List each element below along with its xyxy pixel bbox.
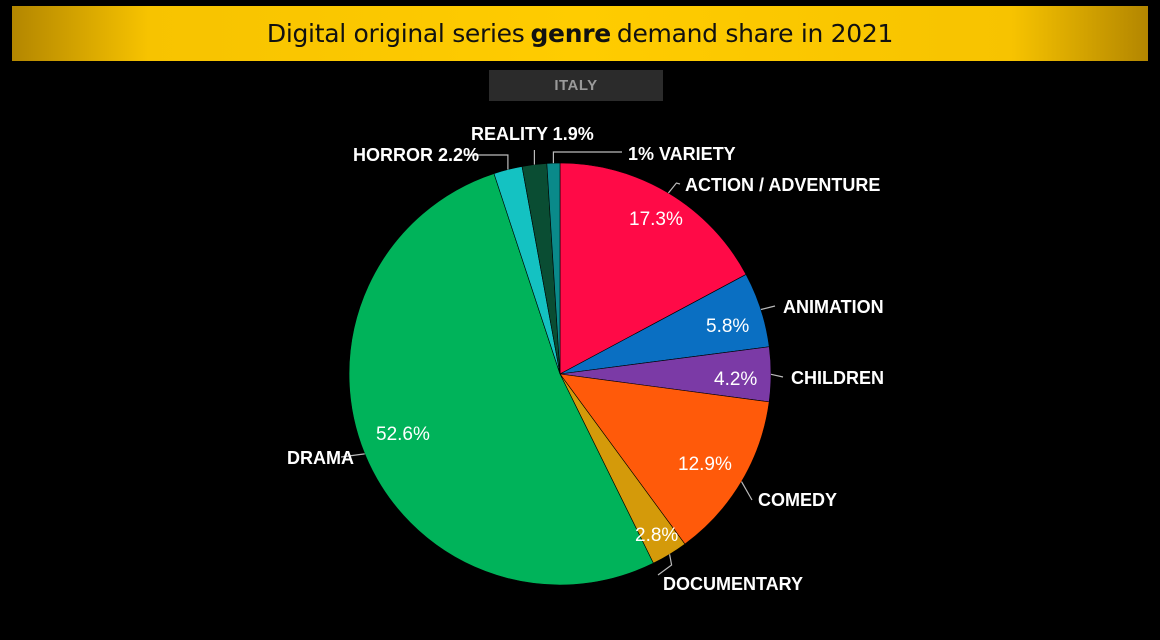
region-tab[interactable]: ITALY	[489, 70, 663, 101]
label-documentary: DOCUMENTARY	[663, 574, 803, 594]
label-action-adventure: ACTION / ADVENTURE	[685, 175, 880, 195]
label-variety: 1% VARIETY	[628, 144, 736, 164]
title-banner: Digital original series genre demand sha…	[12, 6, 1148, 61]
title-text-pre: Digital original series	[266, 19, 525, 48]
label-comedy: COMEDY	[758, 490, 837, 510]
value-comedy: 12.9%	[678, 454, 732, 475]
label-horror: HORROR 2.2%	[353, 145, 479, 165]
leader-horror	[464, 154, 509, 170]
leader-drama	[340, 453, 365, 458]
value-action-adventure: 17.3%	[629, 209, 683, 230]
slice-drama	[348, 173, 654, 586]
value-drama: 52.6%	[376, 424, 430, 445]
leader-action-adventure	[667, 182, 681, 194]
slice-action-adventure	[559, 162, 747, 375]
slice-comedy	[559, 373, 770, 545]
leader-lines	[340, 150, 784, 576]
value-documentary: 2.8%	[635, 525, 678, 546]
leader-documentary	[657, 554, 673, 576]
title-text-post: demand share in 2021	[616, 19, 894, 48]
leader-variety	[552, 151, 622, 164]
label-children: CHILDREN	[791, 368, 884, 388]
title-text-bold: genre	[530, 19, 611, 48]
label-reality: REALITY 1.9%	[471, 124, 594, 144]
label-drama: DRAMA	[287, 448, 354, 468]
slice-variety	[546, 162, 561, 375]
pie-slices	[348, 162, 772, 586]
leader-animation	[760, 305, 776, 311]
value-children: 4.2%	[714, 369, 757, 390]
leader-comedy	[740, 481, 753, 501]
value-animation: 5.8%	[706, 316, 749, 337]
label-animation: ANIMATION	[783, 297, 884, 317]
leader-children	[770, 373, 784, 378]
